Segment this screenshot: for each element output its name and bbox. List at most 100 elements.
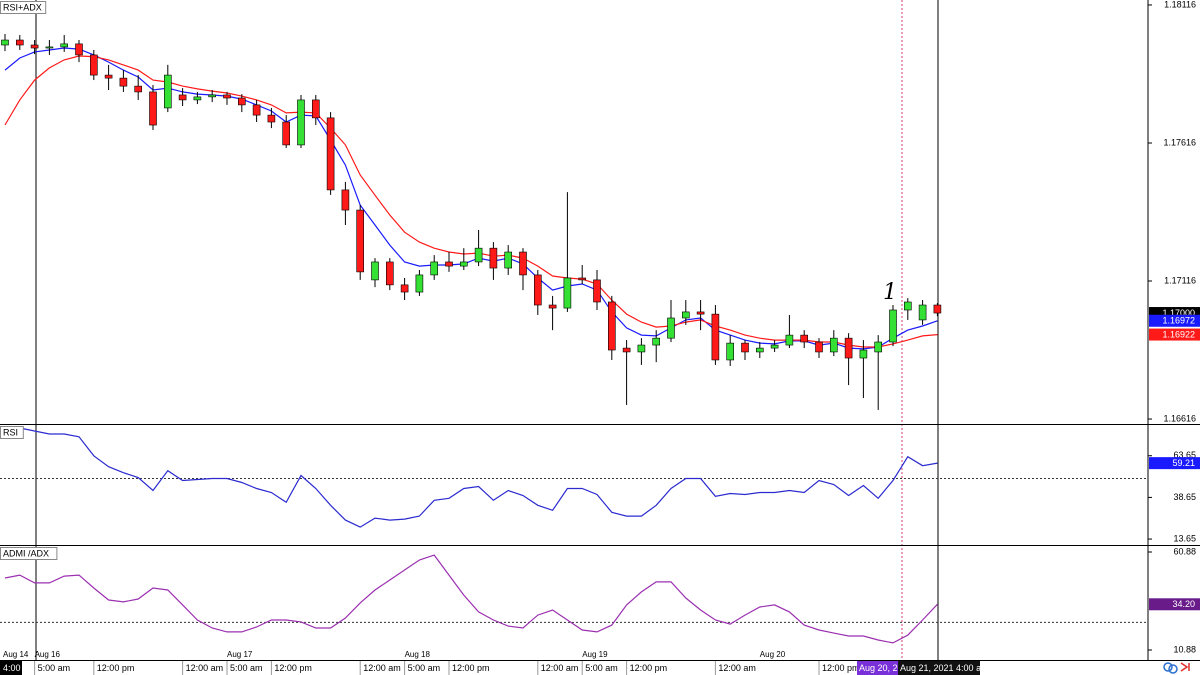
candle-body [45, 46, 54, 49]
candle-body [770, 344, 779, 349]
current-time-label: Aug 21, 2021 4:00 am [900, 663, 989, 673]
candle-body [681, 311, 690, 319]
candle-body [504, 251, 513, 269]
candle-body [326, 117, 335, 191]
candle-body [445, 261, 453, 267]
candle-body [726, 342, 735, 361]
candle-body [178, 94, 187, 101]
crosshair-time-label: Aug 20, 20 [859, 663, 903, 673]
candle-body [459, 261, 468, 267]
candle-body [385, 261, 394, 286]
y-tick-label: 1.17116 [1164, 275, 1196, 285]
candle-body [193, 96, 202, 101]
candle-body [134, 85, 142, 93]
candle-body [297, 99, 305, 146]
candle-body [667, 317, 675, 339]
candle-body [90, 54, 98, 76]
x-tick-label: 12:00 am [363, 663, 401, 673]
candle-body [785, 334, 794, 346]
pane-title: RSI [3, 427, 18, 437]
ma-price-label-box [1149, 328, 1200, 341]
link-icon[interactable] [1163, 662, 1173, 672]
candle-body [533, 274, 542, 306]
candle-body [815, 341, 823, 353]
candle-body [607, 301, 616, 351]
candle-body [415, 274, 424, 293]
candle-body [400, 284, 409, 293]
candle-body [696, 311, 705, 315]
y-tick-label: 1.16616 [1163, 413, 1196, 423]
indicator-value-label: 59.21 [1172, 458, 1195, 468]
candle-body [489, 247, 498, 269]
date-label: Aug 17 [227, 650, 253, 659]
candle-body [844, 337, 853, 359]
candle-body [593, 279, 601, 303]
y-tick-label: 13.65 [1173, 533, 1196, 543]
candle-body [741, 342, 749, 353]
link-icon[interactable] [1168, 664, 1178, 674]
candle-body [874, 341, 883, 353]
indicator-line [4, 427, 938, 528]
indicator-line [4, 554, 938, 644]
y-tick-label: 1.17616 [1163, 137, 1196, 147]
current-time-box [898, 661, 980, 675]
candle-body [371, 261, 379, 281]
x-tick-label: 12:00 pm [630, 663, 668, 673]
candle-body [519, 251, 527, 276]
candle-body [75, 43, 83, 56]
date-label: Aug 18 [405, 650, 431, 659]
close-price-label: 1.17000 [1162, 308, 1195, 318]
candle-body [829, 337, 838, 353]
x-tick-label: 5:00 am [230, 663, 263, 673]
candle-body [933, 304, 942, 314]
candle-body [548, 304, 557, 309]
candle-body [430, 261, 439, 276]
candle-body [800, 334, 809, 343]
date-label: Aug 14 [3, 650, 29, 659]
candle-body [311, 99, 320, 119]
candle-body [652, 337, 661, 346]
ma-price-label-box [1149, 314, 1200, 327]
pane-title-box [0, 1, 47, 14]
candle-body [637, 344, 646, 353]
indicator-value-label: 34.20 [1172, 599, 1195, 609]
candle-body [238, 97, 246, 106]
x-tick-label: 5:00 am [585, 663, 618, 673]
time-box [0, 661, 22, 675]
candle-body [903, 301, 912, 311]
x-tick-label: 12:00 pm [822, 663, 860, 673]
y-tick-label: 38.65 [1173, 492, 1196, 502]
x-tick-label: 5:00 am [408, 663, 441, 673]
pane-title-box [0, 426, 24, 439]
candle-body [60, 43, 69, 48]
candle-body [474, 247, 483, 263]
candle-body [164, 74, 172, 109]
candle-body [578, 277, 587, 281]
x-tick-label: 4:00 [3, 663, 21, 673]
candle-body [563, 277, 572, 309]
indicator-value-label-box [1149, 598, 1200, 611]
candle-body [889, 309, 897, 343]
y-tick-label: 1.18116 [1164, 0, 1196, 9]
x-tick-label: 12:00 am [186, 663, 224, 673]
candle-body [252, 104, 261, 116]
candle-body [622, 347, 631, 353]
candle-body [149, 91, 157, 126]
y-tick-label: 60.88 [1173, 546, 1196, 556]
crosshair-time-box [857, 661, 898, 675]
candle-body [119, 77, 128, 87]
candle-body [859, 349, 868, 359]
x-tick-label: 5:00 am [38, 663, 71, 673]
pane-title-box [0, 547, 58, 560]
candle-body [918, 304, 927, 321]
scroll-end-icon[interactable] [1180, 662, 1190, 672]
x-tick-label: 12:00 pm [274, 663, 312, 673]
moving-average-line [4, 47, 938, 350]
candle-body [356, 209, 365, 273]
candle-body [755, 347, 764, 353]
date-label: Aug 20 [760, 650, 786, 659]
toolbar-icons [1163, 662, 1190, 674]
moving-average-line [4, 55, 938, 348]
